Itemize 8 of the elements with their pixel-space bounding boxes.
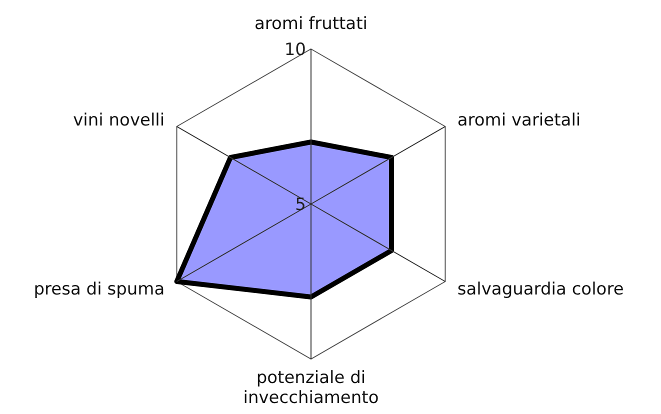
y-tick-label: 10 [284,40,306,60]
spoke-label: salvaguardia colore [457,280,624,300]
spoke-label: presa di spuma [34,280,165,300]
spoke-label: aromi fruttati [254,14,368,34]
spoke-label: potenziale di invecchiamento [243,368,379,408]
y-tick-label: 5 [295,195,306,215]
spoke-label: aromi varietali [457,110,581,130]
spoke-label: vini novelli [73,110,165,130]
